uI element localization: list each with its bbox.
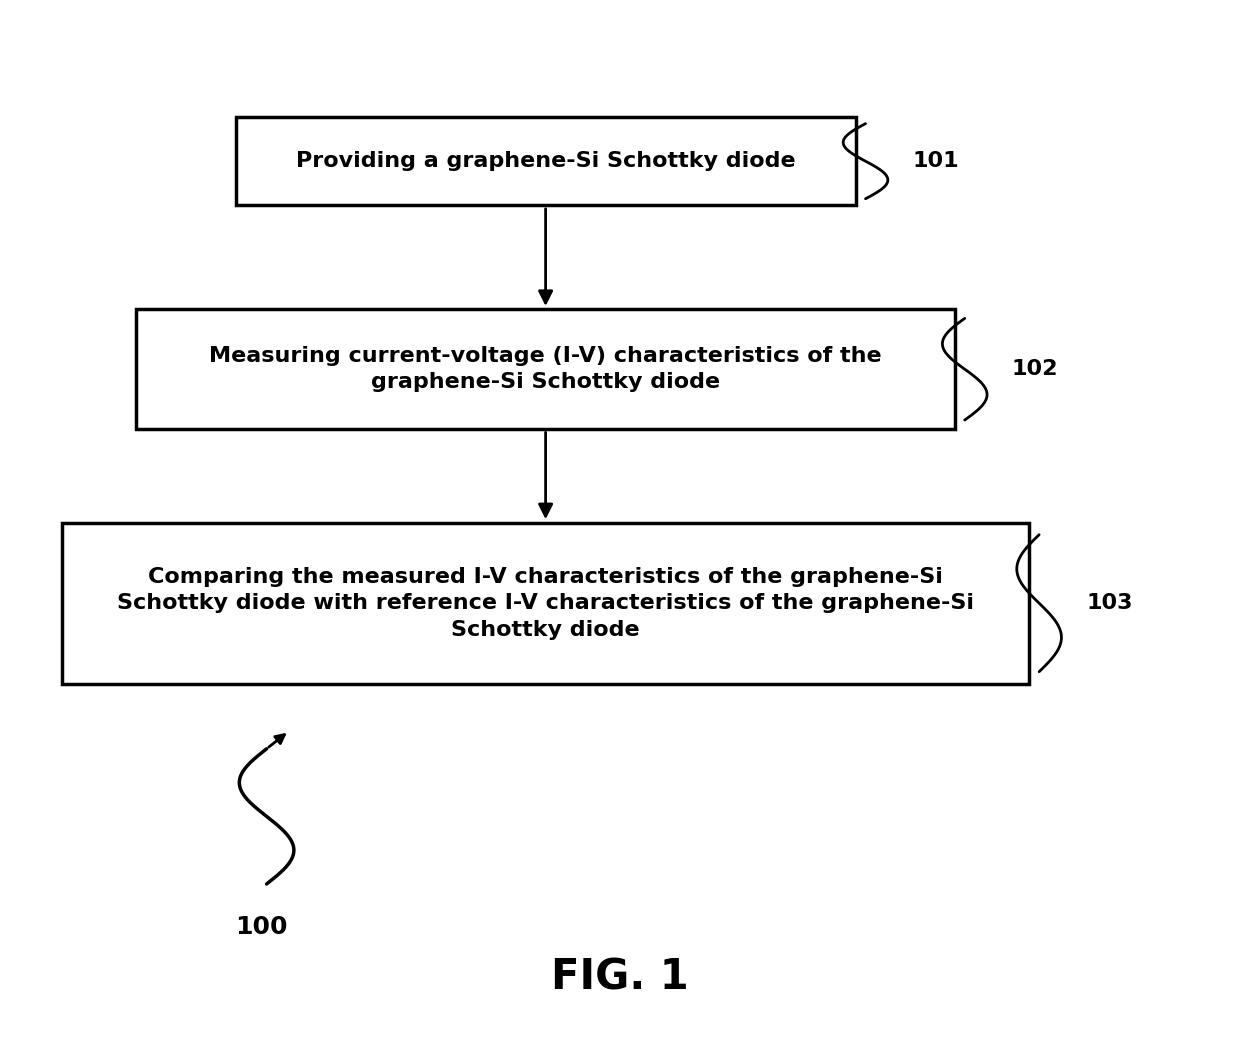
- Text: Measuring current-voltage (I-V) characteristics of the
graphene-Si Schottky diod: Measuring current-voltage (I-V) characte…: [210, 346, 882, 392]
- Bar: [62, 522, 1029, 684]
- Bar: [136, 310, 955, 428]
- Text: Providing a graphene-Si Schottky diode: Providing a graphene-Si Schottky diode: [296, 151, 795, 172]
- Text: 101: 101: [913, 151, 960, 172]
- Bar: [236, 116, 856, 205]
- Text: 100: 100: [236, 915, 288, 939]
- Text: 102: 102: [1012, 359, 1059, 380]
- Text: FIG. 1: FIG. 1: [551, 957, 689, 998]
- Text: 103: 103: [1086, 593, 1133, 614]
- Text: Comparing the measured I-V characteristics of the graphene-Si
Schottky diode wit: Comparing the measured I-V characteristi…: [117, 567, 975, 640]
